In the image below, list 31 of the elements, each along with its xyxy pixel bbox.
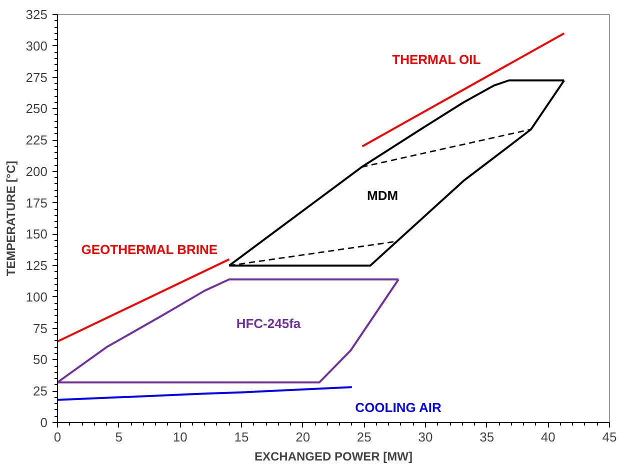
y-tick-label: 300 [26,38,48,54]
y-tick-label: 250 [26,101,48,116]
y-tick-label: 200 [26,164,48,179]
x-axis-title: EXCHANGED POWER [MW] [254,450,413,464]
y-tick-label: 325 [26,7,48,22]
y-tick-label: 125 [26,258,48,274]
y-tick-label: 275 [26,70,48,85]
series-label: THERMAL OIL [392,52,481,68]
y-tick-label: 100 [26,289,48,304]
x-tick-label: 25 [356,430,372,444]
y-tick-label: 175 [26,195,48,210]
x-tick-label: 15 [234,430,249,444]
series-label: GEOTHERMAL BRINE [81,242,218,257]
x-tick-label: 10 [172,430,188,444]
y-tick-label: 0 [40,415,48,430]
text: MDM [367,188,398,203]
x-tick-label: 20 [296,430,310,444]
y-tick-label: 75 [33,320,48,336]
x-tick-label: 35 [480,430,494,444]
y-tick-label: 225 [26,132,48,148]
y-tick-label: 25 [33,384,48,399]
y-axis-title: TEMPERATURE [°C] [4,160,18,276]
y-tick-label: 150 [26,226,48,242]
x-tick-label: 40 [540,430,556,444]
y-tick-label: 50 [33,352,48,368]
text: HFC-245fa [236,316,302,331]
x-tick-label: 45 [602,430,617,444]
x-tick-label: 0 [54,430,62,444]
series-label: COOLING AIR [355,400,442,415]
x-tick-label: 5 [115,430,122,444]
x-tick-label: 30 [418,430,433,444]
